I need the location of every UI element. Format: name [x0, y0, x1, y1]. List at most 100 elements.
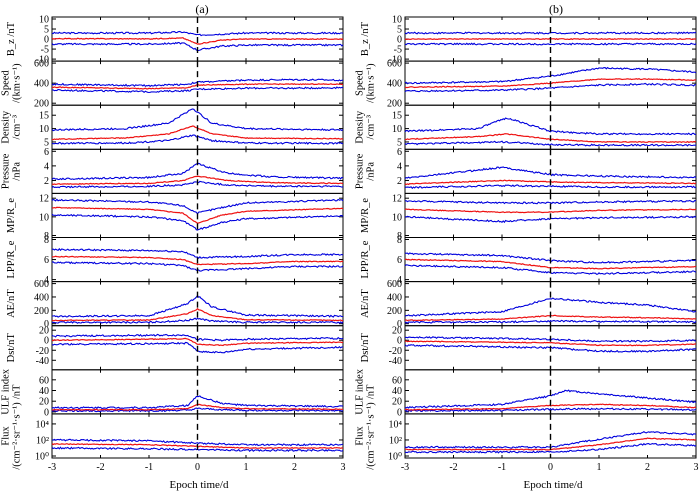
- series-lower-line: [404, 407, 697, 413]
- y-tick-label: 400: [387, 292, 402, 303]
- y-tick-label: 400: [387, 79, 402, 90]
- y-tick-label: 20: [39, 397, 49, 408]
- y-tick-label: 15: [39, 111, 49, 122]
- y-tick-label: -10: [36, 55, 49, 66]
- x-tick-label: -3: [48, 462, 56, 473]
- y-tick-label: 10⁰: [35, 452, 49, 463]
- series-median-line: [51, 337, 343, 347]
- panel-lpp-b: 4 6 8 LPP/R_e: [360, 235, 697, 286]
- y-axis-label: Density: [355, 110, 366, 143]
- y-tick-label: 0: [44, 319, 49, 330]
- panel-flux-b: 10⁰ 10² 10⁴ Flux/(cm⁻²·sr⁻¹·s⁻¹): [355, 402, 697, 470]
- y-axis-label: /cm⁻³: [366, 115, 377, 139]
- y-axis-label: AE/nT: [6, 289, 17, 318]
- y-tick-label: 6: [44, 255, 49, 266]
- x-tick-label: 0: [195, 462, 200, 473]
- y-axis-label: /nT: [366, 384, 377, 399]
- series-lower-line: [51, 317, 344, 324]
- x-tick-label: 3: [694, 462, 699, 473]
- series-lower-line: [404, 140, 696, 147]
- y-tick-label: 8: [44, 235, 49, 246]
- series-lower-line: [51, 213, 344, 231]
- y-tick-label: -20: [389, 346, 402, 357]
- y-axis-label: /nT: [12, 384, 23, 399]
- y-axis-label: MP/R_e: [6, 198, 17, 233]
- y-axis-label: Speed: [355, 70, 366, 96]
- y-tick-label: 6: [397, 255, 402, 266]
- y-tick-label: -40: [389, 356, 402, 367]
- series-upper-line: [404, 117, 697, 136]
- y-axis-label: /(km·s⁻¹): [366, 63, 377, 103]
- y-tick-label: 10: [39, 15, 49, 26]
- y-tick-label: 12: [392, 194, 402, 205]
- series-lower-line: [404, 319, 697, 324]
- y-tick-label: -5: [394, 45, 402, 56]
- y-tick-label: 200: [387, 99, 402, 110]
- y-axis-label: /nPa: [12, 162, 23, 181]
- y-axis-label: Pressure: [1, 153, 12, 189]
- series-upper-line: [404, 199, 697, 205]
- x-axis-label-b: Epoch time/d: [524, 479, 583, 491]
- y-tick-label: 60: [392, 375, 402, 386]
- y-axis-label: ULF index: [1, 368, 12, 415]
- y-tick-label: 4: [44, 275, 49, 286]
- y-tick-label: 5: [44, 25, 49, 36]
- series-upper-line: [51, 438, 344, 447]
- y-tick-label: 0: [44, 407, 49, 418]
- y-axis-label: MP/R_e: [360, 198, 371, 233]
- series-upper-line: [51, 30, 344, 37]
- y-axis-label: /cm⁻³: [12, 115, 23, 139]
- y-tick-label: 4: [44, 161, 49, 172]
- x-tick-label: -2: [449, 462, 457, 473]
- panel-flux-a: 10⁰ 10² 10⁴ Flux/(cm⁻²·sr⁻¹·s⁻¹): [1, 402, 344, 470]
- y-tick-label: 4: [397, 161, 402, 172]
- y-tick-label: 10⁰: [388, 452, 402, 463]
- y-axis-label: ULF index: [355, 368, 366, 415]
- series-lower-line: [404, 42, 697, 46]
- y-tick-label: 8: [44, 231, 49, 242]
- y-tick-label: 20: [392, 397, 402, 408]
- y-tick-label: 0: [397, 319, 402, 330]
- y-tick-label: 10⁴: [36, 419, 50, 430]
- y-tick-label: 200: [34, 99, 49, 110]
- panel-density-a: 5 10 15 Density/cm⁻³: [1, 104, 344, 150]
- y-axis-label: Speed: [1, 70, 12, 96]
- y-tick-label: 400: [34, 79, 49, 90]
- y-tick-label: 600: [387, 279, 402, 290]
- y-tick-label: 0: [44, 336, 49, 347]
- y-axis-label: Pressure: [355, 153, 366, 189]
- y-tick-label: 4: [397, 275, 402, 286]
- series-median-line: [404, 340, 697, 347]
- y-tick-label: 0: [397, 336, 402, 347]
- x-axis-label-a: Epoch time/d: [170, 479, 229, 491]
- y-tick-label: 10: [392, 212, 402, 223]
- y-tick-label: 200: [34, 306, 49, 317]
- series-median-line: [51, 307, 344, 322]
- x-tick-label: 2: [645, 462, 650, 473]
- panel-column-label-b: (b): [549, 2, 563, 16]
- y-tick-label: 20: [39, 326, 49, 337]
- y-tick-label: 0: [397, 407, 402, 418]
- series-lower-line: [404, 184, 697, 190]
- panel-pressure-b: 2 4 6 Pressure/nPa: [355, 147, 697, 194]
- y-tick-label: 600: [34, 279, 49, 290]
- series-median-line: [51, 175, 344, 186]
- y-tick-label: 2: [44, 176, 49, 187]
- x-tick-label: -1: [145, 462, 153, 473]
- panel-lpp-a: 4 6 8 LPP/R_e: [6, 235, 344, 286]
- y-axis-label: /(km·s⁻¹): [12, 63, 23, 103]
- x-tick-label: -2: [96, 462, 104, 473]
- x-tick-label: 0: [548, 462, 553, 473]
- panel-mp-a: 8 10 12 MP/R_e: [6, 192, 344, 242]
- y-axis-label: LPP/R_e: [6, 240, 17, 278]
- y-axis-label: Dst/nT: [360, 333, 371, 363]
- series-lower-line: [404, 442, 697, 454]
- x-tick-label: -1: [498, 462, 506, 473]
- y-tick-label: 5: [397, 137, 402, 148]
- y-tick-label: 12: [39, 194, 49, 205]
- series-lower-line: [404, 82, 697, 93]
